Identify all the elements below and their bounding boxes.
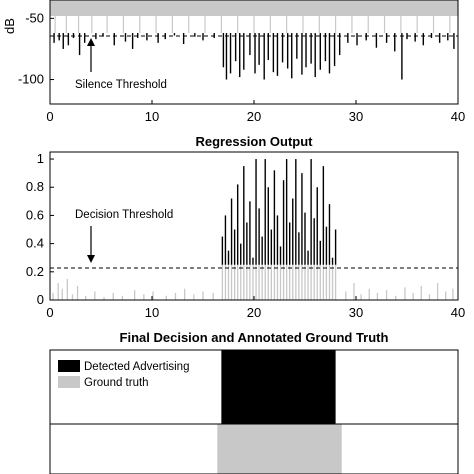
x-tick-label: 10: [145, 305, 159, 320]
plot-area-2: [52, 159, 454, 300]
x-tick-label: 30: [349, 305, 363, 320]
x-tick-label: 20: [247, 109, 261, 124]
y-axis-label-1: dB: [2, 18, 17, 34]
y-tick-label: 0.8: [26, 179, 44, 194]
detected-advertising-block: [221, 350, 336, 424]
silence-threshold-arrowhead: [87, 38, 95, 46]
y-tick-label: 0.4: [26, 236, 44, 251]
y-tick-label: -100: [18, 72, 44, 87]
panel-3: Final Decision and Annotated Ground Trut…: [49, 330, 459, 474]
y-ticks-2: 0 0.2 0.4 0.6 0.8 1: [26, 151, 54, 307]
plot-area-3: [217, 350, 342, 474]
legend: Detected Advertising Ground truth: [58, 360, 189, 389]
panel-2: Regression Output Decision Threshold 0 0.…: [26, 134, 465, 320]
x-tick-label: 0: [46, 109, 53, 124]
panel-1: dB Silence Threshold -50 -100 0 10 20 30 40: [2, 0, 465, 124]
legend-swatch-ground-truth: [58, 376, 80, 388]
axes-box-3: [49, 349, 459, 474]
plot-area-1: [50, 0, 458, 80]
x-ticks-1: 0 10 20 30 40: [46, 100, 465, 124]
axes-box-2: [49, 151, 459, 301]
y-tick-label: 0.6: [26, 207, 44, 222]
chart-title-2: Regression Output: [195, 134, 313, 149]
chart-title-3: Final Decision and Annotated Ground Trut…: [120, 330, 389, 345]
legend-label-ground-truth: Ground truth: [84, 377, 149, 389]
x-tick-label: 20: [247, 305, 261, 320]
ground-truth-block: [217, 424, 342, 474]
decision-threshold-arrowhead: [87, 255, 95, 263]
legend-swatch-detected: [58, 360, 80, 372]
decision-threshold-label: Decision Threshold: [75, 209, 173, 221]
y-tick-label: -50: [25, 10, 44, 25]
y-tick-label: 0.2: [26, 264, 44, 279]
y-tick-label: 0: [37, 292, 44, 307]
x-tick-label: 10: [145, 109, 159, 124]
legend-label-detected: Detected Advertising: [84, 361, 189, 373]
x-tick-label: 0: [46, 305, 53, 320]
y-ticks-1: -50 -100: [18, 10, 54, 87]
x-ticks-2: 0 10 20 30 40: [46, 296, 465, 320]
x-tick-label: 30: [349, 109, 363, 124]
x-tick-label: 40: [451, 305, 465, 320]
x-tick-label: 40: [451, 109, 465, 124]
signal-band: [50, 0, 458, 16]
silence-threshold-label: Silence Threshold: [75, 79, 167, 91]
y-tick-label: 1: [37, 151, 44, 166]
